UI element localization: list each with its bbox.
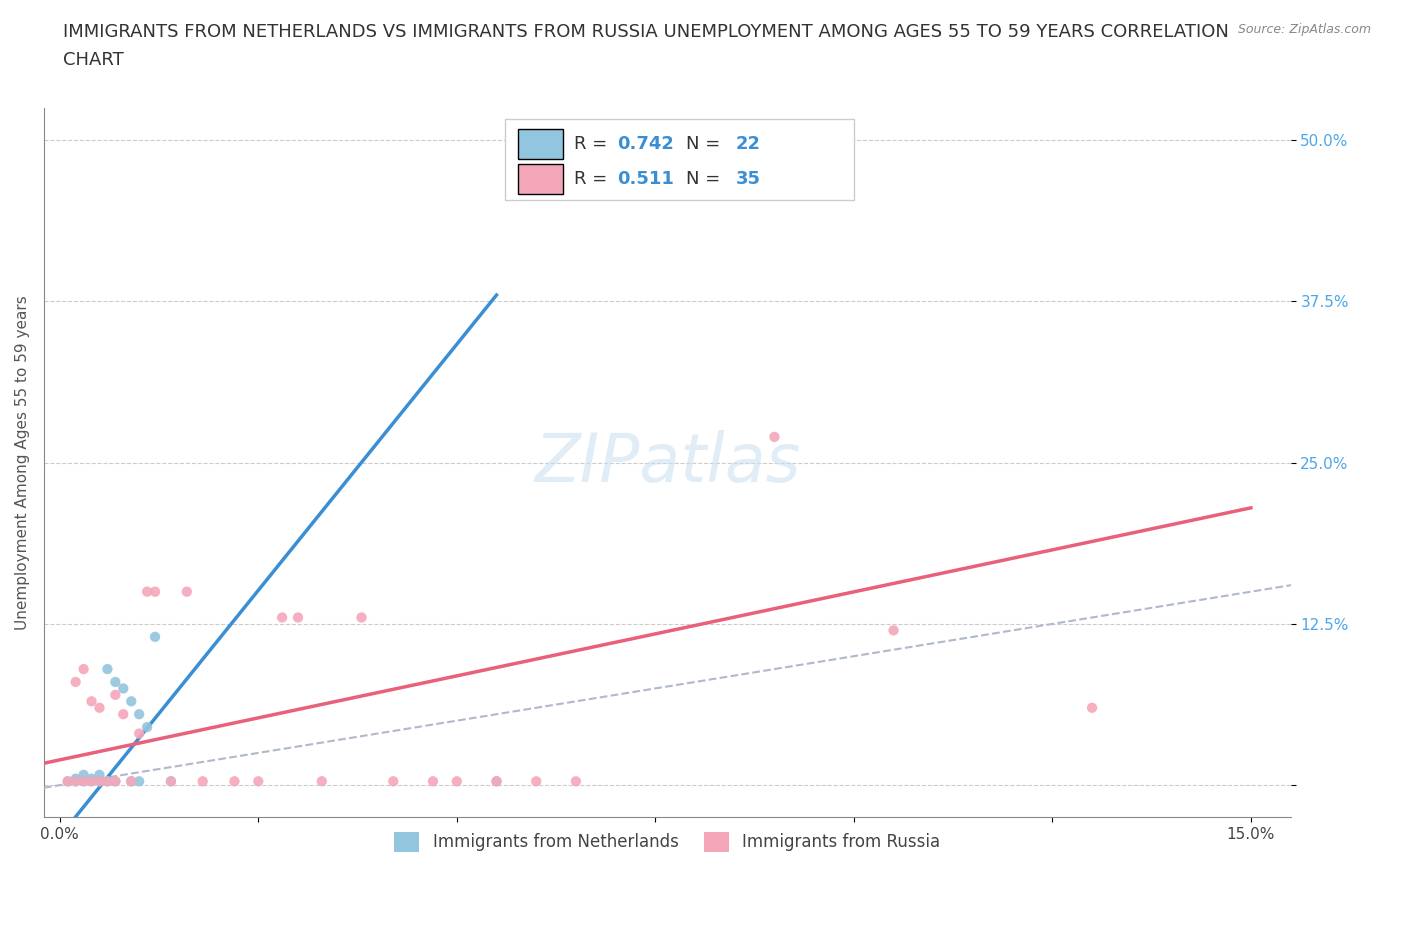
Point: [72, 767, 94, 782]
Text: 35: 35: [735, 170, 761, 188]
FancyBboxPatch shape: [517, 165, 562, 194]
Point: [120, 694, 142, 709]
Point: [80, 694, 103, 709]
Point: [120, 774, 142, 789]
Point: [96, 774, 118, 789]
Point: [350, 610, 373, 625]
FancyBboxPatch shape: [517, 129, 562, 159]
Point: [104, 774, 127, 789]
Point: [65, 774, 87, 789]
Point: [136, 720, 159, 735]
Point: [382, 774, 405, 789]
Point: [104, 774, 127, 789]
Point: [120, 774, 142, 789]
Point: [191, 774, 214, 789]
Point: [224, 774, 246, 789]
Point: [143, 584, 166, 599]
Point: [565, 774, 588, 789]
Point: [128, 774, 150, 789]
Point: [65, 771, 87, 786]
Point: [143, 630, 166, 644]
Text: R =: R =: [574, 170, 619, 188]
Point: [80, 774, 103, 789]
Point: [89, 700, 111, 715]
Point: [422, 774, 444, 789]
Point: [56, 774, 79, 789]
Point: [72, 774, 94, 789]
Point: [72, 661, 94, 676]
Point: [128, 707, 150, 722]
Point: [136, 584, 159, 599]
Point: [287, 610, 309, 625]
Point: [485, 774, 508, 789]
Point: [112, 681, 135, 696]
Text: CHART: CHART: [63, 51, 124, 69]
Point: [271, 610, 294, 625]
Y-axis label: Unemployment Among Ages 55 to 59 years: Unemployment Among Ages 55 to 59 years: [15, 296, 30, 631]
Point: [56, 774, 79, 789]
Text: N =: N =: [686, 170, 725, 188]
Point: [128, 726, 150, 741]
Point: [80, 771, 103, 786]
Text: 22: 22: [735, 135, 761, 153]
Point: [485, 774, 508, 789]
FancyBboxPatch shape: [505, 119, 855, 200]
Point: [80, 774, 103, 789]
Point: [89, 774, 111, 789]
Point: [72, 774, 94, 789]
Point: [176, 584, 198, 599]
Point: [65, 774, 87, 789]
Text: R =: R =: [574, 135, 613, 153]
Text: 0.511: 0.511: [617, 170, 675, 188]
Text: ZIPatlas: ZIPatlas: [534, 430, 800, 496]
Point: [96, 774, 118, 789]
Point: [883, 623, 905, 638]
Point: [160, 774, 183, 789]
Point: [311, 774, 333, 789]
Point: [104, 674, 127, 689]
Point: [524, 774, 547, 789]
Point: [89, 774, 111, 789]
Text: N =: N =: [686, 135, 725, 153]
Point: [104, 687, 127, 702]
Point: [89, 767, 111, 782]
Point: [160, 774, 183, 789]
Point: [96, 661, 118, 676]
Legend: Immigrants from Netherlands, Immigrants from Russia: Immigrants from Netherlands, Immigrants …: [388, 825, 946, 858]
Text: Source: ZipAtlas.com: Source: ZipAtlas.com: [1237, 23, 1371, 36]
Point: [1081, 700, 1104, 715]
Text: 0.742: 0.742: [617, 135, 675, 153]
Point: [763, 430, 786, 445]
Point: [65, 674, 87, 689]
Point: [247, 774, 270, 789]
Text: IMMIGRANTS FROM NETHERLANDS VS IMMIGRANTS FROM RUSSIA UNEMPLOYMENT AMONG AGES 55: IMMIGRANTS FROM NETHERLANDS VS IMMIGRANT…: [63, 23, 1229, 41]
Point: [112, 707, 135, 722]
Point: [446, 774, 468, 789]
